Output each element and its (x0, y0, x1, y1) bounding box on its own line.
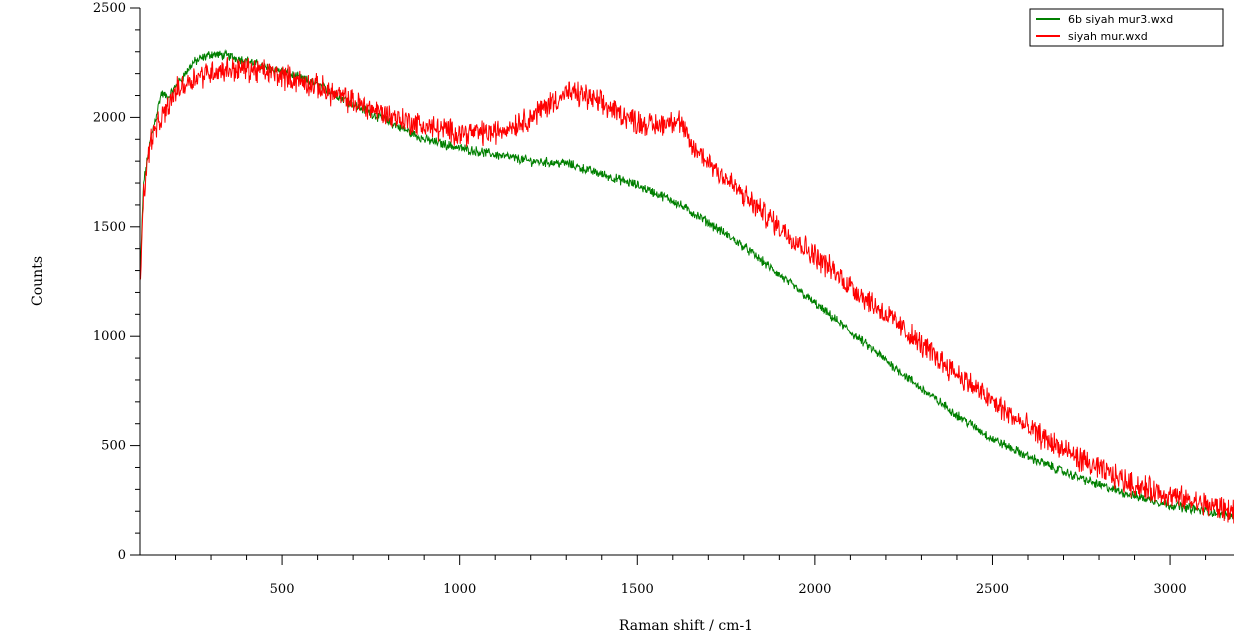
y-axis-title: Counts (30, 256, 46, 306)
legend: 6b siyah mur3.wxd siyah mur.wxd (1029, 8, 1224, 47)
x-tick-label: 1500 (621, 582, 654, 597)
series-line-2 (139, 57, 1234, 524)
x-tick-label: 2500 (976, 582, 1009, 597)
x-tick-label: 3000 (1154, 582, 1187, 597)
y-tick-label: 500 (101, 439, 126, 454)
x-tick-label: 2000 (798, 582, 831, 597)
legend-label-series-2: siyah mur.wxd (1068, 30, 1148, 43)
plot-lines (139, 49, 1234, 524)
y-tick-label: 0 (118, 548, 126, 563)
axes (139, 8, 1234, 556)
y-tick-label: 1500 (93, 220, 126, 235)
y-tick-label: 1000 (93, 329, 126, 344)
x-ticks: 500 1000 1500 2000 2500 3000 (175, 555, 1207, 597)
y-tick-label: 2500 (93, 1, 126, 16)
x-axis-title: Raman shift / cm-1 (619, 618, 753, 634)
y-ticks: 0 500 1000 1500 2000 2500 (93, 1, 140, 563)
y-tick-label: 2000 (93, 110, 126, 125)
series-line-1 (139, 49, 1234, 520)
legend-label-series-1: 6b siyah mur3.wxd (1068, 13, 1173, 26)
legend-box (1029, 8, 1224, 47)
x-tick-label: 500 (270, 582, 295, 597)
x-tick-label: 1000 (443, 582, 476, 597)
